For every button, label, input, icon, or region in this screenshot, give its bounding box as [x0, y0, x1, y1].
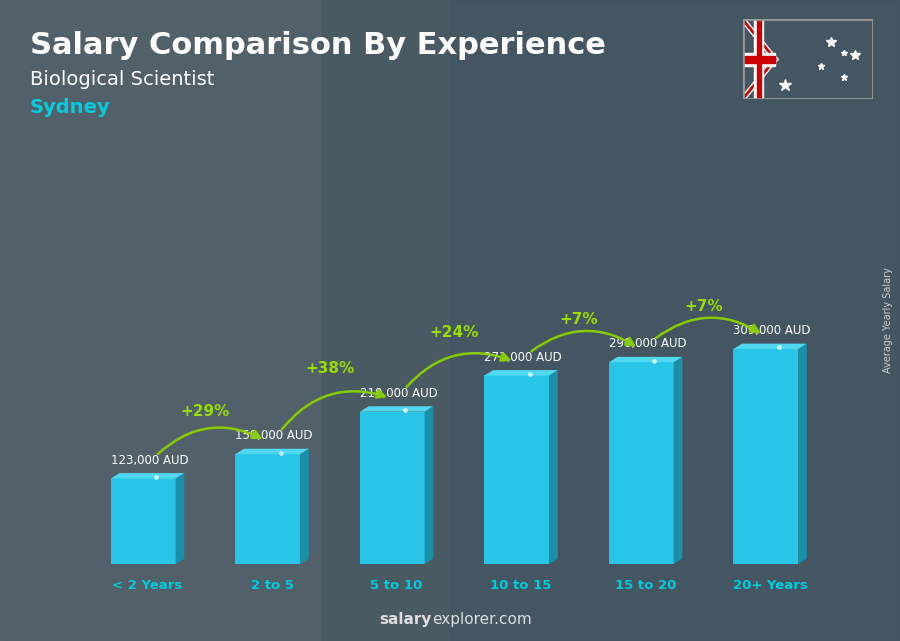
Polygon shape [236, 454, 300, 564]
Text: 20+ Years: 20+ Years [733, 579, 807, 592]
Bar [754, 19, 763, 99]
FancyArrowPatch shape [656, 318, 759, 338]
Text: 271,000 AUD: 271,000 AUD [484, 351, 562, 363]
Text: 2 to 5: 2 to 5 [250, 579, 293, 592]
Text: +7%: +7% [684, 299, 723, 313]
FancyArrowPatch shape [407, 353, 509, 387]
Polygon shape [360, 406, 433, 412]
Polygon shape [734, 349, 798, 564]
Text: 5 to 10: 5 to 10 [371, 579, 423, 592]
Polygon shape [673, 357, 682, 564]
Polygon shape [734, 344, 806, 349]
Text: 309,000 AUD: 309,000 AUD [734, 324, 811, 337]
Text: explorer.com: explorer.com [432, 612, 532, 627]
Bar [450, 0, 900, 641]
Text: 15 to 20: 15 to 20 [615, 579, 676, 592]
Polygon shape [484, 370, 558, 376]
FancyArrowPatch shape [158, 428, 260, 454]
Bar [757, 19, 761, 99]
Polygon shape [425, 406, 433, 564]
Text: 219,000 AUD: 219,000 AUD [360, 387, 437, 400]
Polygon shape [798, 344, 806, 564]
Text: Salary Comparison By Experience: Salary Comparison By Experience [30, 31, 606, 60]
FancyArrowPatch shape [531, 331, 634, 351]
Text: +24%: +24% [430, 325, 479, 340]
Polygon shape [609, 362, 673, 564]
Text: Biological Scientist: Biological Scientist [30, 70, 214, 89]
Polygon shape [111, 478, 176, 564]
Bar [742, 53, 775, 65]
Polygon shape [484, 376, 549, 564]
Text: Average Yearly Salary: Average Yearly Salary [883, 267, 893, 373]
Polygon shape [111, 473, 184, 478]
Polygon shape [176, 473, 184, 564]
Polygon shape [549, 370, 558, 564]
Text: 10 to 15: 10 to 15 [491, 579, 552, 592]
Text: Sydney: Sydney [30, 98, 111, 117]
Text: < 2 Years: < 2 Years [112, 579, 183, 592]
FancyArrowPatch shape [282, 390, 384, 429]
Text: 123,000 AUD: 123,000 AUD [111, 454, 188, 467]
Text: salary: salary [380, 612, 432, 627]
Bar [0, 0, 320, 641]
Polygon shape [300, 449, 309, 564]
Text: 290,000 AUD: 290,000 AUD [609, 337, 687, 351]
Polygon shape [360, 412, 425, 564]
Polygon shape [236, 449, 309, 454]
Text: +29%: +29% [181, 404, 230, 419]
Text: +38%: +38% [305, 361, 355, 376]
Text: 158,000 AUD: 158,000 AUD [236, 429, 313, 442]
Text: +7%: +7% [560, 312, 598, 327]
Polygon shape [609, 357, 682, 362]
Bar [742, 56, 775, 63]
